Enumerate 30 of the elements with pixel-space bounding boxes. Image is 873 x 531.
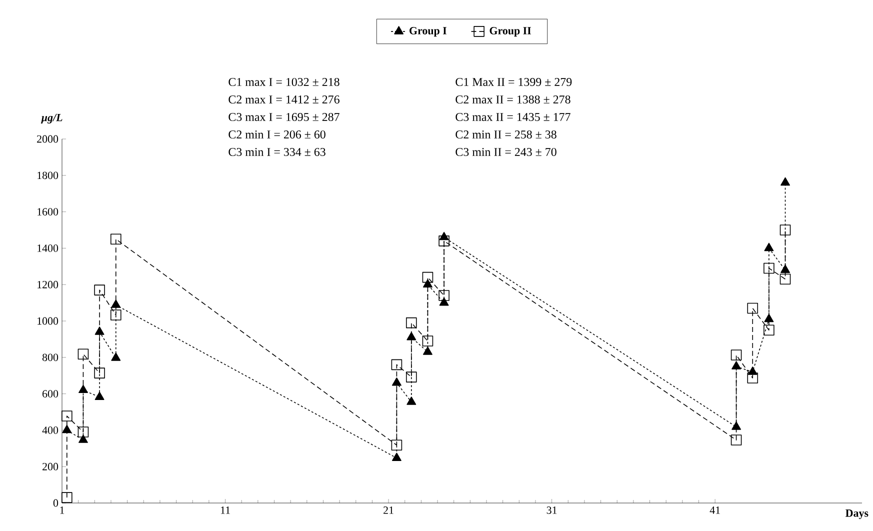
y-tick-label: 1400 <box>38 244 58 252</box>
text: C2 max I = 1412 ± 276 <box>228 95 340 104</box>
legend-label: Group II <box>490 27 531 37</box>
text: C2 max II = 1388 ± 278 <box>456 95 570 104</box>
x-axis-title: Days <box>846 510 868 520</box>
y-tick-label: 200 <box>42 462 58 470</box>
y-tick-label: 400 <box>42 426 58 434</box>
x-tick-label: 11 <box>220 506 230 514</box>
text: C2 min I = 206 ± 60 <box>228 130 326 139</box>
x-tick-label: 41 <box>710 506 720 514</box>
annotation: C3 min II = 243 ± 70 <box>456 148 556 156</box>
y-tick-label: 1200 <box>38 280 58 288</box>
x-tick-label: 31 <box>546 506 557 514</box>
text: C1 max I = 1032 ± 218 <box>228 78 340 86</box>
y-tick-label: 800 <box>42 354 58 362</box>
text: C3 max II = 1435 ± 177 <box>456 112 570 122</box>
x-tick-label: 1 <box>60 506 64 514</box>
text: C2 min II = 258 ± 38 <box>456 130 556 139</box>
y-tick-label: 2000 <box>37 135 58 143</box>
annotation: C3 min I = 334 ± 63 <box>228 148 326 156</box>
y-tick-label: 1600 <box>38 208 58 216</box>
text: C3 max I = 1695 ± 287 <box>228 112 340 122</box>
x-tick-label: 21 <box>384 506 394 514</box>
y-axis-title: µg/L <box>40 114 62 124</box>
text: C1 Max II = 1399 ± 279 <box>456 78 572 86</box>
y-tick-label: 1800 <box>38 172 58 180</box>
y-tick-label: 600 <box>42 390 58 398</box>
y-tick-label: 1000 <box>38 317 58 325</box>
y-tick-label: 0 <box>53 499 58 507</box>
legend-label: Group I <box>410 27 446 37</box>
